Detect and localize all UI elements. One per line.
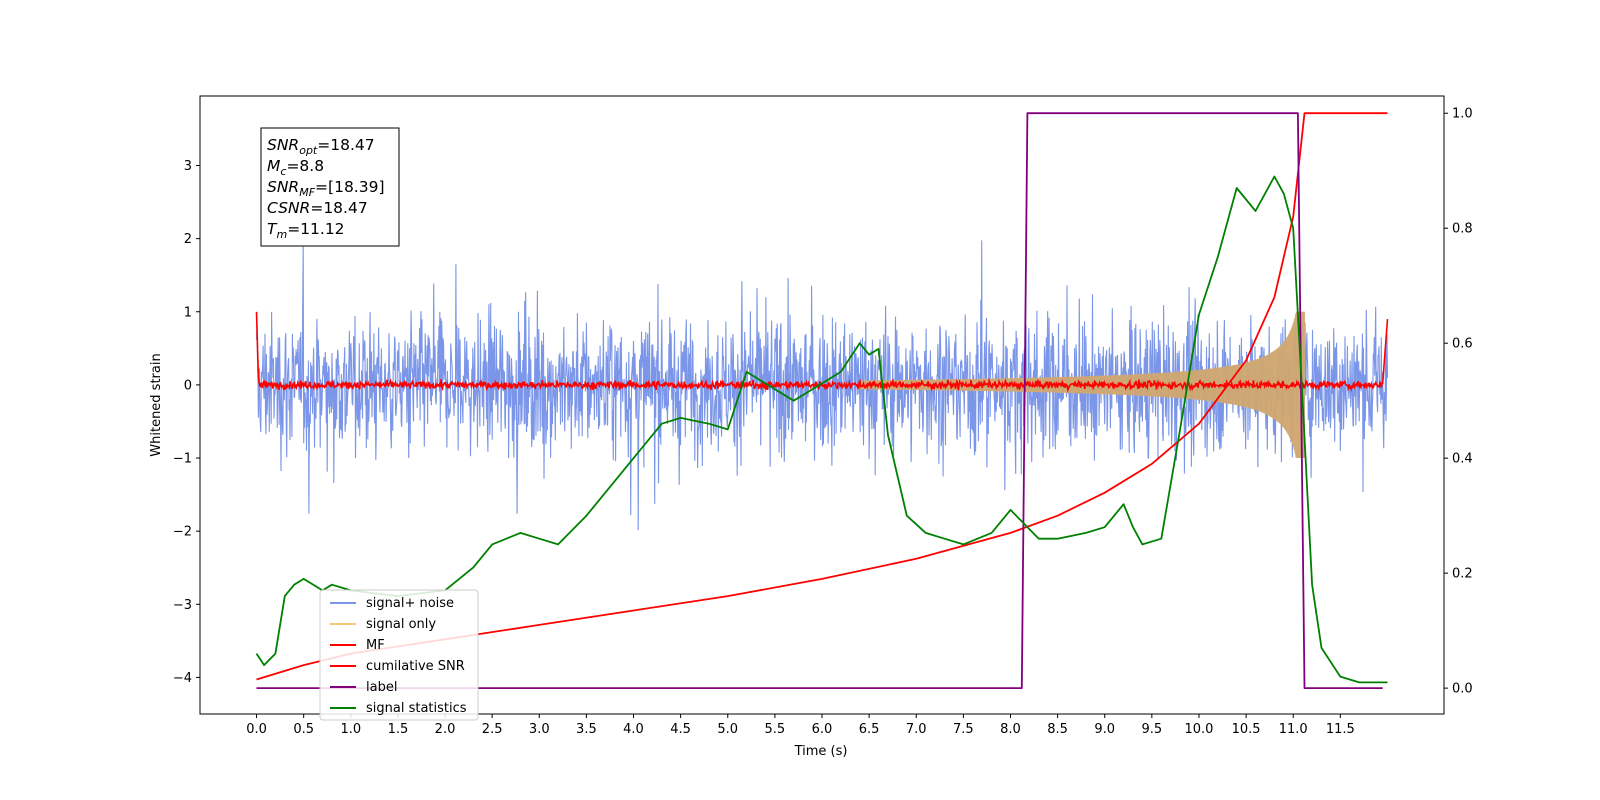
mf-series — [255, 311, 1389, 393]
y-left-tick-label: −4 — [173, 671, 192, 686]
y-left-tick-label: 2 — [184, 232, 192, 247]
x-tick-label: 3.5 — [576, 722, 597, 737]
x-tick-label: 10.0 — [1184, 722, 1213, 737]
x-tick-label: 7.0 — [906, 722, 927, 737]
info-box: SNRopt=18.47Mc=8.8SNRMF=[18.39]CSNR=18.4… — [260, 127, 400, 247]
x-tick-label: 9.5 — [1142, 722, 1163, 737]
x-tick-label: 1.0 — [340, 722, 361, 737]
x-tick-label: 4.5 — [670, 722, 691, 737]
y-right-tick-label: 1.0 — [1452, 107, 1473, 122]
info-line: Tm=11.12 — [267, 220, 345, 241]
x-tick-label: 7.5 — [953, 722, 974, 737]
signal-noise-line — [255, 240, 1389, 531]
x-tick-label: 0.0 — [246, 722, 267, 737]
x-tick-label: 5.0 — [717, 722, 738, 737]
x-tick-label: 3.0 — [529, 722, 550, 737]
legend-label: signal only — [366, 617, 436, 632]
y-left-tick-label: −3 — [173, 598, 192, 613]
label-line — [256, 112, 1383, 689]
legend-label: cumilative SNR — [366, 659, 465, 674]
y-left-tick-label: 1 — [184, 305, 192, 320]
y-left-tick-label: 3 — [184, 159, 192, 174]
legend-label: signal statistics — [366, 701, 467, 716]
y-right-tick-label: 0.6 — [1452, 337, 1473, 352]
x-tick-label: 8.0 — [1000, 722, 1021, 737]
x-tick-label: 9.0 — [1094, 722, 1115, 737]
y-left-tick-label: 0 — [184, 378, 192, 393]
info-line: Mc=8.8 — [267, 157, 324, 178]
legend-label: signal+ noise — [366, 596, 454, 611]
legend-label: MF — [366, 638, 385, 653]
y-right-tick-label: 0.2 — [1452, 567, 1473, 582]
x-tick-label: 5.5 — [765, 722, 786, 737]
y-left-axis-ticks: 3 2 1 0 −1 −2 −3 −4 — [173, 159, 200, 686]
y-right-tick-label: 0.8 — [1452, 222, 1473, 237]
y-left-tick-label: −2 — [173, 525, 192, 540]
x-axis-label: Time (s) — [794, 744, 848, 759]
x-tick-label: 8.5 — [1047, 722, 1068, 737]
y-axis-label: Whitened strain — [149, 353, 164, 456]
signal-noise-series — [255, 240, 1389, 531]
y-left-tick-label: −1 — [173, 452, 192, 467]
x-axis-ticks: 0.0 0.5 1.0 1.5 2.0 2.5 3.0 3.5 4.0 4.5 5.0 5.5 6.0 6… — [246, 714, 1355, 737]
y-right-axis-ticks: 1.0 0.8 0.6 0.4 0.2 0.0 — [1444, 107, 1473, 697]
y-right-tick-label: 0.0 — [1452, 682, 1473, 697]
x-tick-label: 11.0 — [1279, 722, 1308, 737]
x-tick-label: 0.5 — [293, 722, 314, 737]
info-line: CSNR=18.47 — [267, 199, 368, 217]
x-tick-label: 2.5 — [482, 722, 503, 737]
x-tick-label: 6.0 — [812, 722, 833, 737]
y-right-tick-label: 0.4 — [1452, 452, 1473, 467]
x-tick-label: 6.5 — [859, 722, 880, 737]
x-tick-label: 10.5 — [1232, 722, 1261, 737]
x-tick-label: 4.0 — [623, 722, 644, 737]
info-line: SNRMF=[18.39] — [267, 178, 385, 199]
info-line: SNRopt=18.47 — [267, 136, 375, 157]
mf-line — [255, 311, 1389, 393]
legend: signal+ noise signal only MF cumilative SNR… — [319, 589, 479, 721]
legend-label: label — [366, 680, 397, 695]
x-tick-label: 11.5 — [1326, 722, 1355, 737]
x-tick-label: 1.5 — [388, 722, 409, 737]
x-tick-label: 2.0 — [435, 722, 456, 737]
